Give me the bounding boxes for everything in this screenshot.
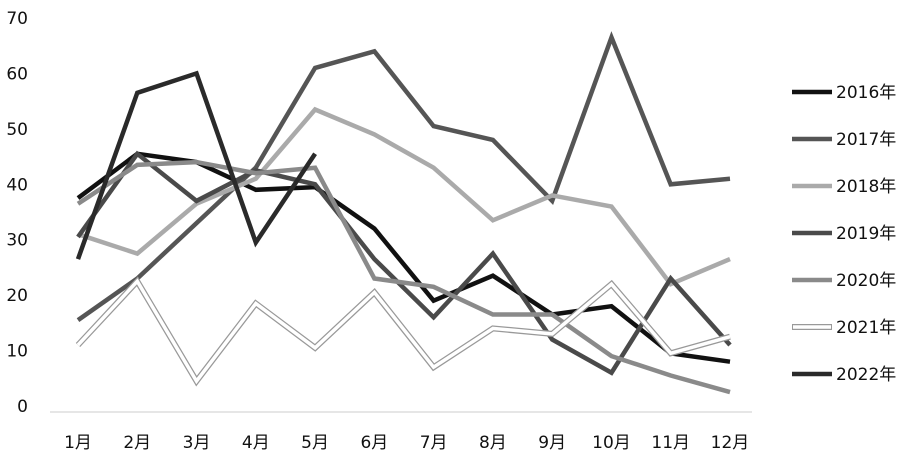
y-tick-label-7: 70 xyxy=(6,9,28,29)
x-tick-label-2: 3月 xyxy=(183,433,211,453)
legend: 2016年 2017年 2018年 2019年 2020年 2021年 2022年 xyxy=(792,83,896,385)
series-line xyxy=(76,159,731,395)
legend-label: 2022年 xyxy=(836,365,896,385)
x-tick-label-5: 6月 xyxy=(360,433,388,453)
legend-item-2016年: 2016年 xyxy=(792,83,896,103)
legend-item-2020年: 2020年 xyxy=(792,271,896,291)
series-line xyxy=(76,31,731,322)
x-tick-label-11: 12月 xyxy=(711,433,750,453)
legend-label: 2019年 xyxy=(836,224,896,244)
legend-item-2019年: 2019年 xyxy=(792,224,896,244)
legend-label: 2017年 xyxy=(836,130,896,150)
y-tick-label-6: 60 xyxy=(6,64,28,84)
x-tick-label-7: 8月 xyxy=(479,433,507,453)
y-tick-label-4: 40 xyxy=(6,175,28,195)
series-2017年 xyxy=(76,31,731,322)
x-tick-label-9: 10月 xyxy=(592,433,631,453)
y-tick-label-2: 20 xyxy=(6,286,28,306)
y-tick-label-1: 10 xyxy=(6,342,28,362)
x-tick-label-3: 4月 xyxy=(242,433,270,453)
x-tick-label-1: 2月 xyxy=(123,433,151,453)
x-tick-label-4: 5月 xyxy=(301,433,329,453)
x-tick-label-0: 1月 xyxy=(64,433,92,453)
series-2022年 xyxy=(75,70,317,260)
series-2020年 xyxy=(76,159,731,395)
legend-label: 2021年 xyxy=(836,318,896,338)
x-tick-label-8: 9月 xyxy=(538,433,566,453)
axes: 0 10 20 30 40 50 60 70 1月 2月 3月 4月 5月 6月 7月 8月 9月 10月 11月 1… xyxy=(6,9,752,453)
legend-item-2018年: 2018年 xyxy=(792,177,896,197)
legend-label: 2020年 xyxy=(836,271,896,291)
series-line xyxy=(76,278,731,385)
y-tick-label-3: 30 xyxy=(6,231,28,251)
legend-label: 2018年 xyxy=(836,177,896,197)
legend-label: 2016年 xyxy=(836,83,896,103)
series-line xyxy=(75,70,317,260)
series-lines xyxy=(75,31,732,395)
x-tick-label-10: 11月 xyxy=(651,433,690,453)
legend-item-2021年: 2021年 xyxy=(792,318,896,338)
series-line xyxy=(77,106,731,287)
legend-item-2017年: 2017年 xyxy=(792,130,896,150)
y-tick-label-0: 0 xyxy=(17,397,28,417)
series-2021年 xyxy=(75,276,731,387)
x-tick-label-6: 7月 xyxy=(420,433,448,453)
legend-item-2022年: 2022年 xyxy=(792,365,896,385)
series-2018年 xyxy=(77,106,731,287)
y-tick-label-5: 50 xyxy=(6,120,28,140)
